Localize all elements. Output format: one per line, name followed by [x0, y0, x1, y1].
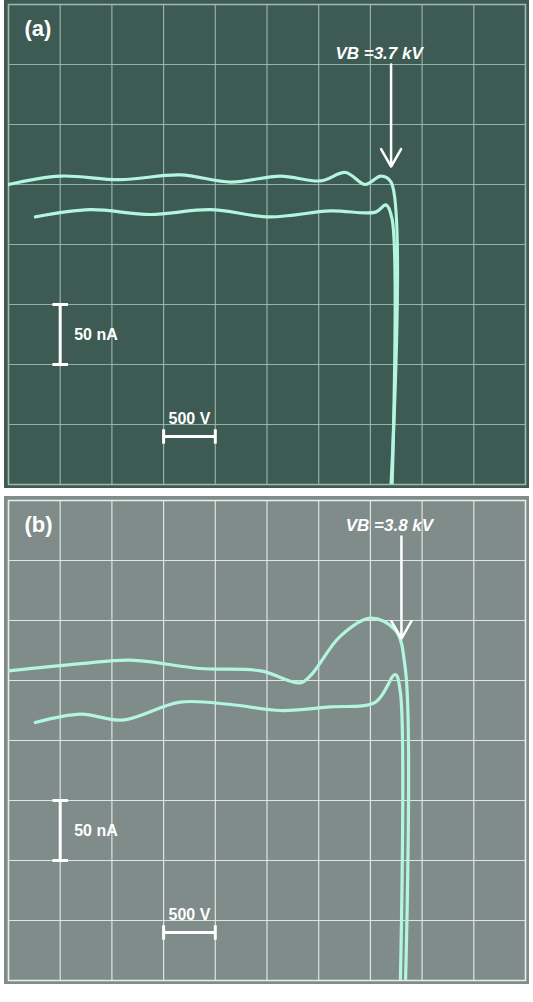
svg-text:VB =3.8 kV: VB =3.8 kV — [346, 516, 435, 535]
svg-text:(b): (b) — [25, 512, 53, 537]
svg-text:50 nA: 50 nA — [74, 822, 118, 839]
svg-text:50 nA: 50 nA — [74, 326, 118, 343]
svg-text:500 V: 500 V — [169, 906, 211, 923]
svg-text:VB =3.7 kV: VB =3.7 kV — [335, 44, 424, 63]
svg-text:(a): (a) — [25, 16, 52, 41]
svg-text:500 V: 500 V — [169, 410, 211, 427]
